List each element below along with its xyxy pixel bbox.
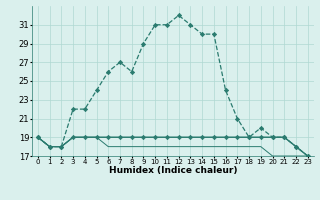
X-axis label: Humidex (Indice chaleur): Humidex (Indice chaleur) (108, 166, 237, 175)
